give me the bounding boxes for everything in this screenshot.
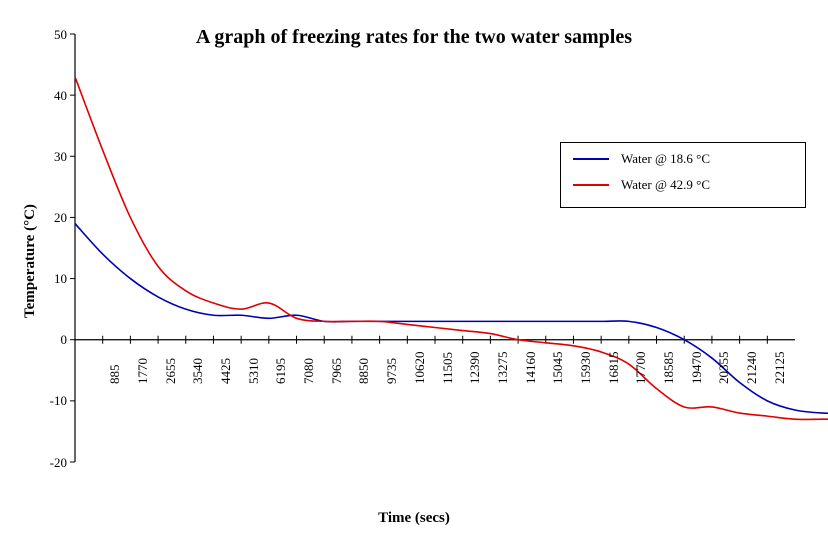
y-tick-label: -20 — [33, 455, 67, 471]
y-tick-label: 50 — [33, 27, 67, 43]
x-tick-label: 7965 — [329, 358, 345, 384]
x-tick-label: 17700 — [633, 351, 649, 384]
x-tick-label: 4425 — [218, 358, 234, 384]
x-tick-label: 8850 — [356, 358, 372, 384]
x-tick-label: 16815 — [606, 351, 622, 384]
legend-label: Water @ 18.6 °C — [621, 151, 710, 167]
x-tick-label: 14160 — [523, 351, 539, 384]
y-tick-label: 10 — [33, 271, 67, 287]
legend-item: Water @ 18.6 °C — [573, 151, 793, 167]
x-tick-label: 15930 — [578, 351, 594, 384]
x-tick-label: 18585 — [661, 351, 677, 384]
legend-swatch — [573, 158, 609, 160]
x-tick-label: 11505 — [440, 352, 456, 384]
x-tick-label: 7080 — [301, 358, 317, 384]
y-tick-label: 0 — [33, 332, 67, 348]
plot-area — [0, 0, 828, 541]
x-tick-label: 6195 — [273, 358, 289, 384]
y-tick-label: 20 — [33, 210, 67, 226]
x-tick-label: 2655 — [163, 358, 179, 384]
x-tick-label: 13275 — [495, 351, 511, 384]
x-tick-label: 3540 — [190, 358, 206, 384]
x-tick-label: 19470 — [689, 351, 705, 384]
x-tick-label: 9735 — [384, 358, 400, 384]
y-tick-label: -10 — [33, 393, 67, 409]
x-tick-label: 10620 — [412, 351, 428, 384]
x-tick-label: 20355 — [716, 351, 732, 384]
legend-item: Water @ 42.9 °C — [573, 177, 793, 193]
x-tick-label: 21240 — [744, 351, 760, 384]
x-tick-label: 15045 — [550, 351, 566, 384]
y-tick-label: 40 — [33, 88, 67, 104]
x-tick-label: 885 — [107, 364, 123, 384]
legend: Water @ 18.6 °C Water @ 42.9 °C — [560, 142, 806, 208]
x-tick-label: 12390 — [467, 351, 483, 384]
legend-label: Water @ 42.9 °C — [621, 177, 710, 193]
x-tick-label: 22125 — [772, 351, 788, 384]
y-tick-label: 30 — [33, 149, 67, 165]
legend-swatch — [573, 184, 609, 186]
chart-container: A graph of freezing rates for the two wa… — [0, 0, 828, 541]
x-tick-label: 5310 — [246, 358, 262, 384]
series-line — [75, 224, 828, 414]
x-tick-label: 1770 — [135, 358, 151, 384]
